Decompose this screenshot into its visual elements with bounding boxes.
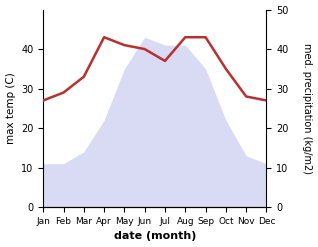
X-axis label: date (month): date (month) bbox=[114, 231, 196, 242]
Y-axis label: max temp (C): max temp (C) bbox=[5, 72, 16, 144]
Y-axis label: med. precipitation (kg/m2): med. precipitation (kg/m2) bbox=[302, 43, 313, 174]
